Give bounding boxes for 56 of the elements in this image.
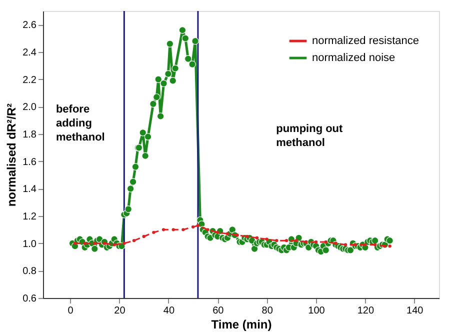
point <box>191 225 195 229</box>
point <box>255 236 259 240</box>
point <box>172 228 175 232</box>
x-tick-label: 80 <box>262 306 274 316</box>
point <box>73 242 77 245</box>
y-tick-label: 2.6 <box>22 20 37 32</box>
point <box>324 240 328 244</box>
point <box>152 230 156 234</box>
x-tick-label: 0 <box>68 306 74 316</box>
point <box>132 239 136 242</box>
point <box>388 244 392 248</box>
point <box>246 234 249 238</box>
point <box>182 228 185 232</box>
point <box>162 228 166 232</box>
y-tick-label: 1.0 <box>22 238 37 250</box>
x-tick-label: 120 <box>357 306 374 316</box>
point <box>373 243 377 246</box>
point <box>216 230 220 234</box>
point <box>294 239 298 242</box>
y-axis-title: normalised dR²/R² <box>4 103 19 207</box>
annotation: pumping out methanol <box>276 123 344 149</box>
y-tick-label: 1.8 <box>22 130 37 140</box>
point <box>344 243 348 246</box>
point <box>196 224 200 228</box>
point <box>236 234 239 237</box>
point <box>304 240 308 244</box>
y-tick-label: 2.0 <box>22 102 37 114</box>
point <box>275 239 278 242</box>
legend-label: normalized resistance <box>312 35 419 47</box>
point <box>364 243 367 246</box>
point <box>226 232 230 236</box>
point <box>93 242 96 245</box>
point <box>142 234 146 238</box>
x-tick-label: 60 <box>212 306 224 316</box>
y-tick-label: 0.6 <box>22 294 37 304</box>
x-tick-label: 100 <box>308 306 326 316</box>
y-tick-label: 1.6 <box>22 156 37 168</box>
y-tick-label: 2.2 <box>22 74 37 86</box>
x-tick-label: 140 <box>406 306 424 316</box>
annotation: before adding methanol <box>56 103 105 144</box>
x-axis-title: Time (min) <box>211 318 272 332</box>
point <box>112 243 116 246</box>
point <box>284 239 288 242</box>
y-tick-label: 0.8 <box>22 266 37 278</box>
point <box>314 240 318 244</box>
point <box>102 242 106 245</box>
y-tick-label: 1.4 <box>22 184 37 196</box>
point <box>206 228 210 232</box>
y-tick-label: 2.4 <box>22 48 37 58</box>
point <box>122 242 126 245</box>
x-tick-label: 20 <box>114 306 126 316</box>
y-tick-label: 1.2 <box>22 212 37 222</box>
point <box>83 242 86 245</box>
point <box>265 238 268 241</box>
x-tick-label: 40 <box>163 306 175 316</box>
legend-label: normalized noise <box>312 52 396 64</box>
